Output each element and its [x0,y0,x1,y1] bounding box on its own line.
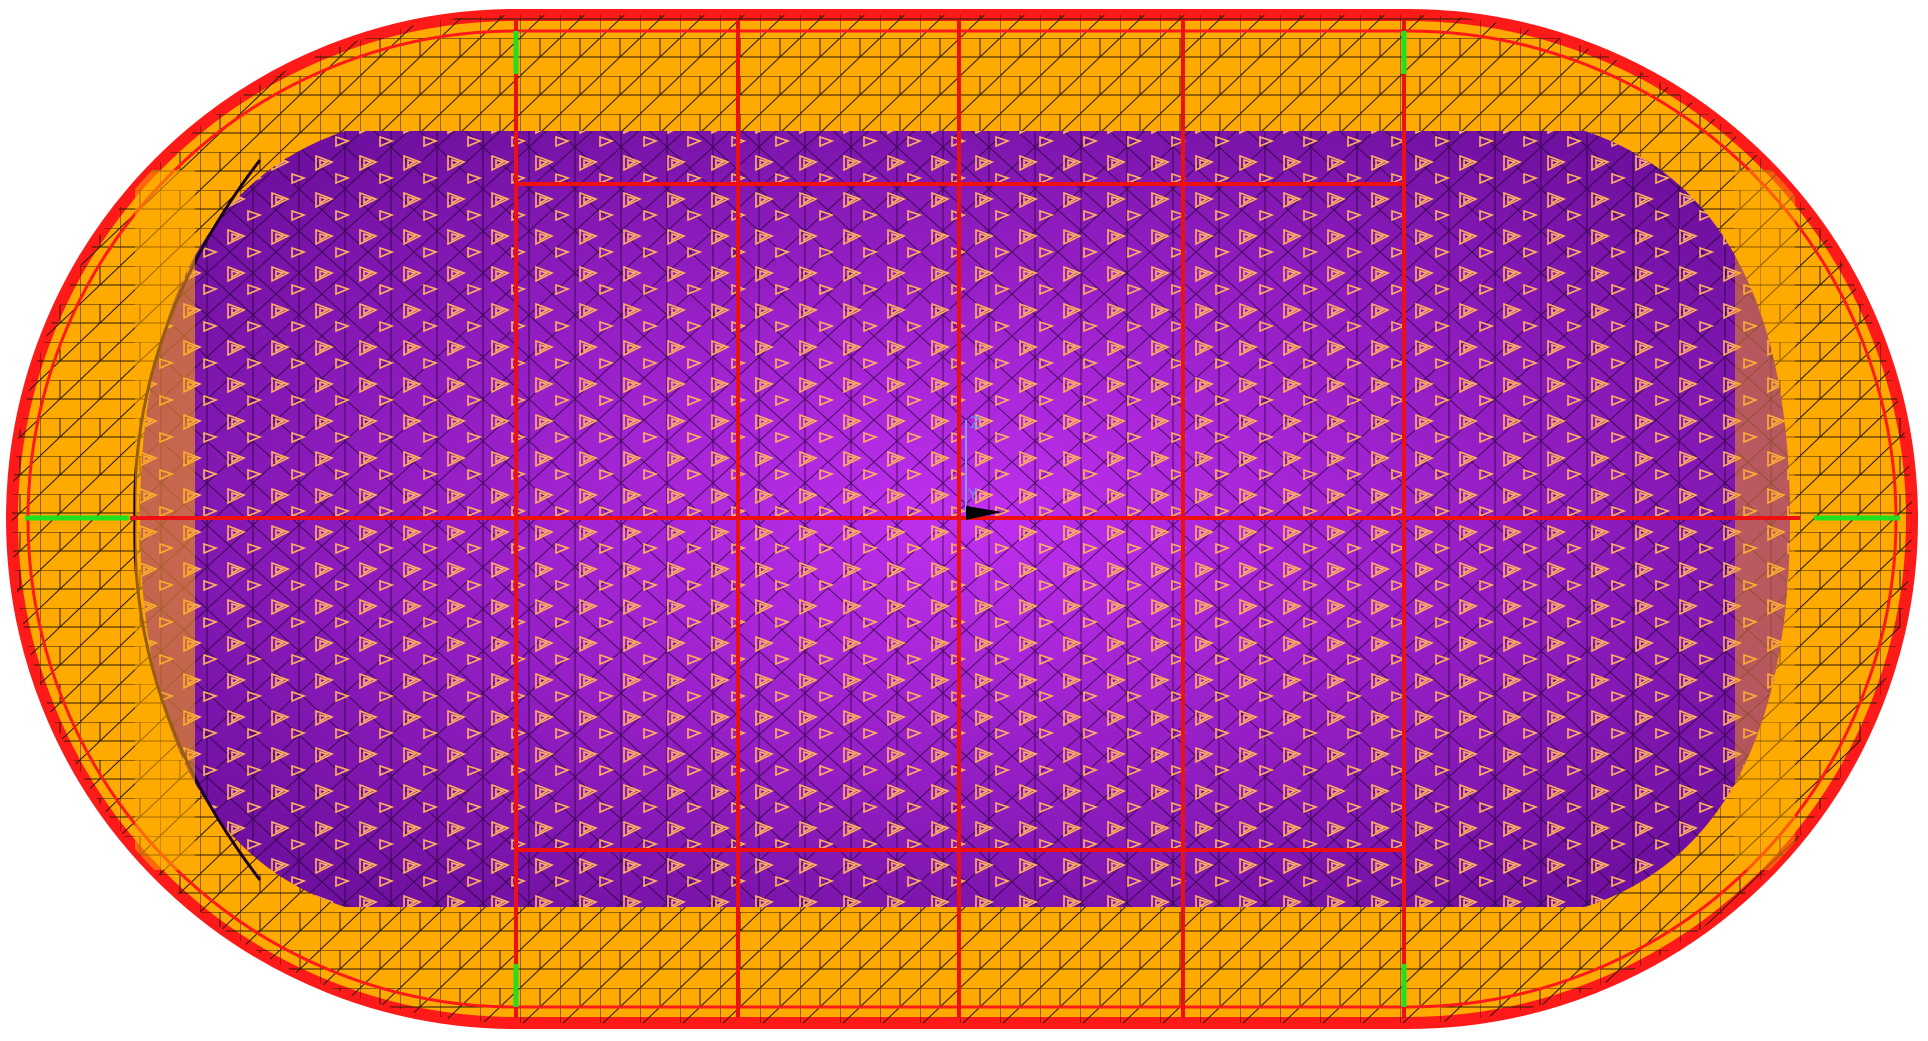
triad-label: Z [970,413,981,432]
triad-label: Y [967,485,978,504]
section-lines [130,20,1800,1018]
triad-arrow [966,506,1002,520]
boundary-markers [25,31,1900,1007]
triad: Z Y [965,413,1002,520]
